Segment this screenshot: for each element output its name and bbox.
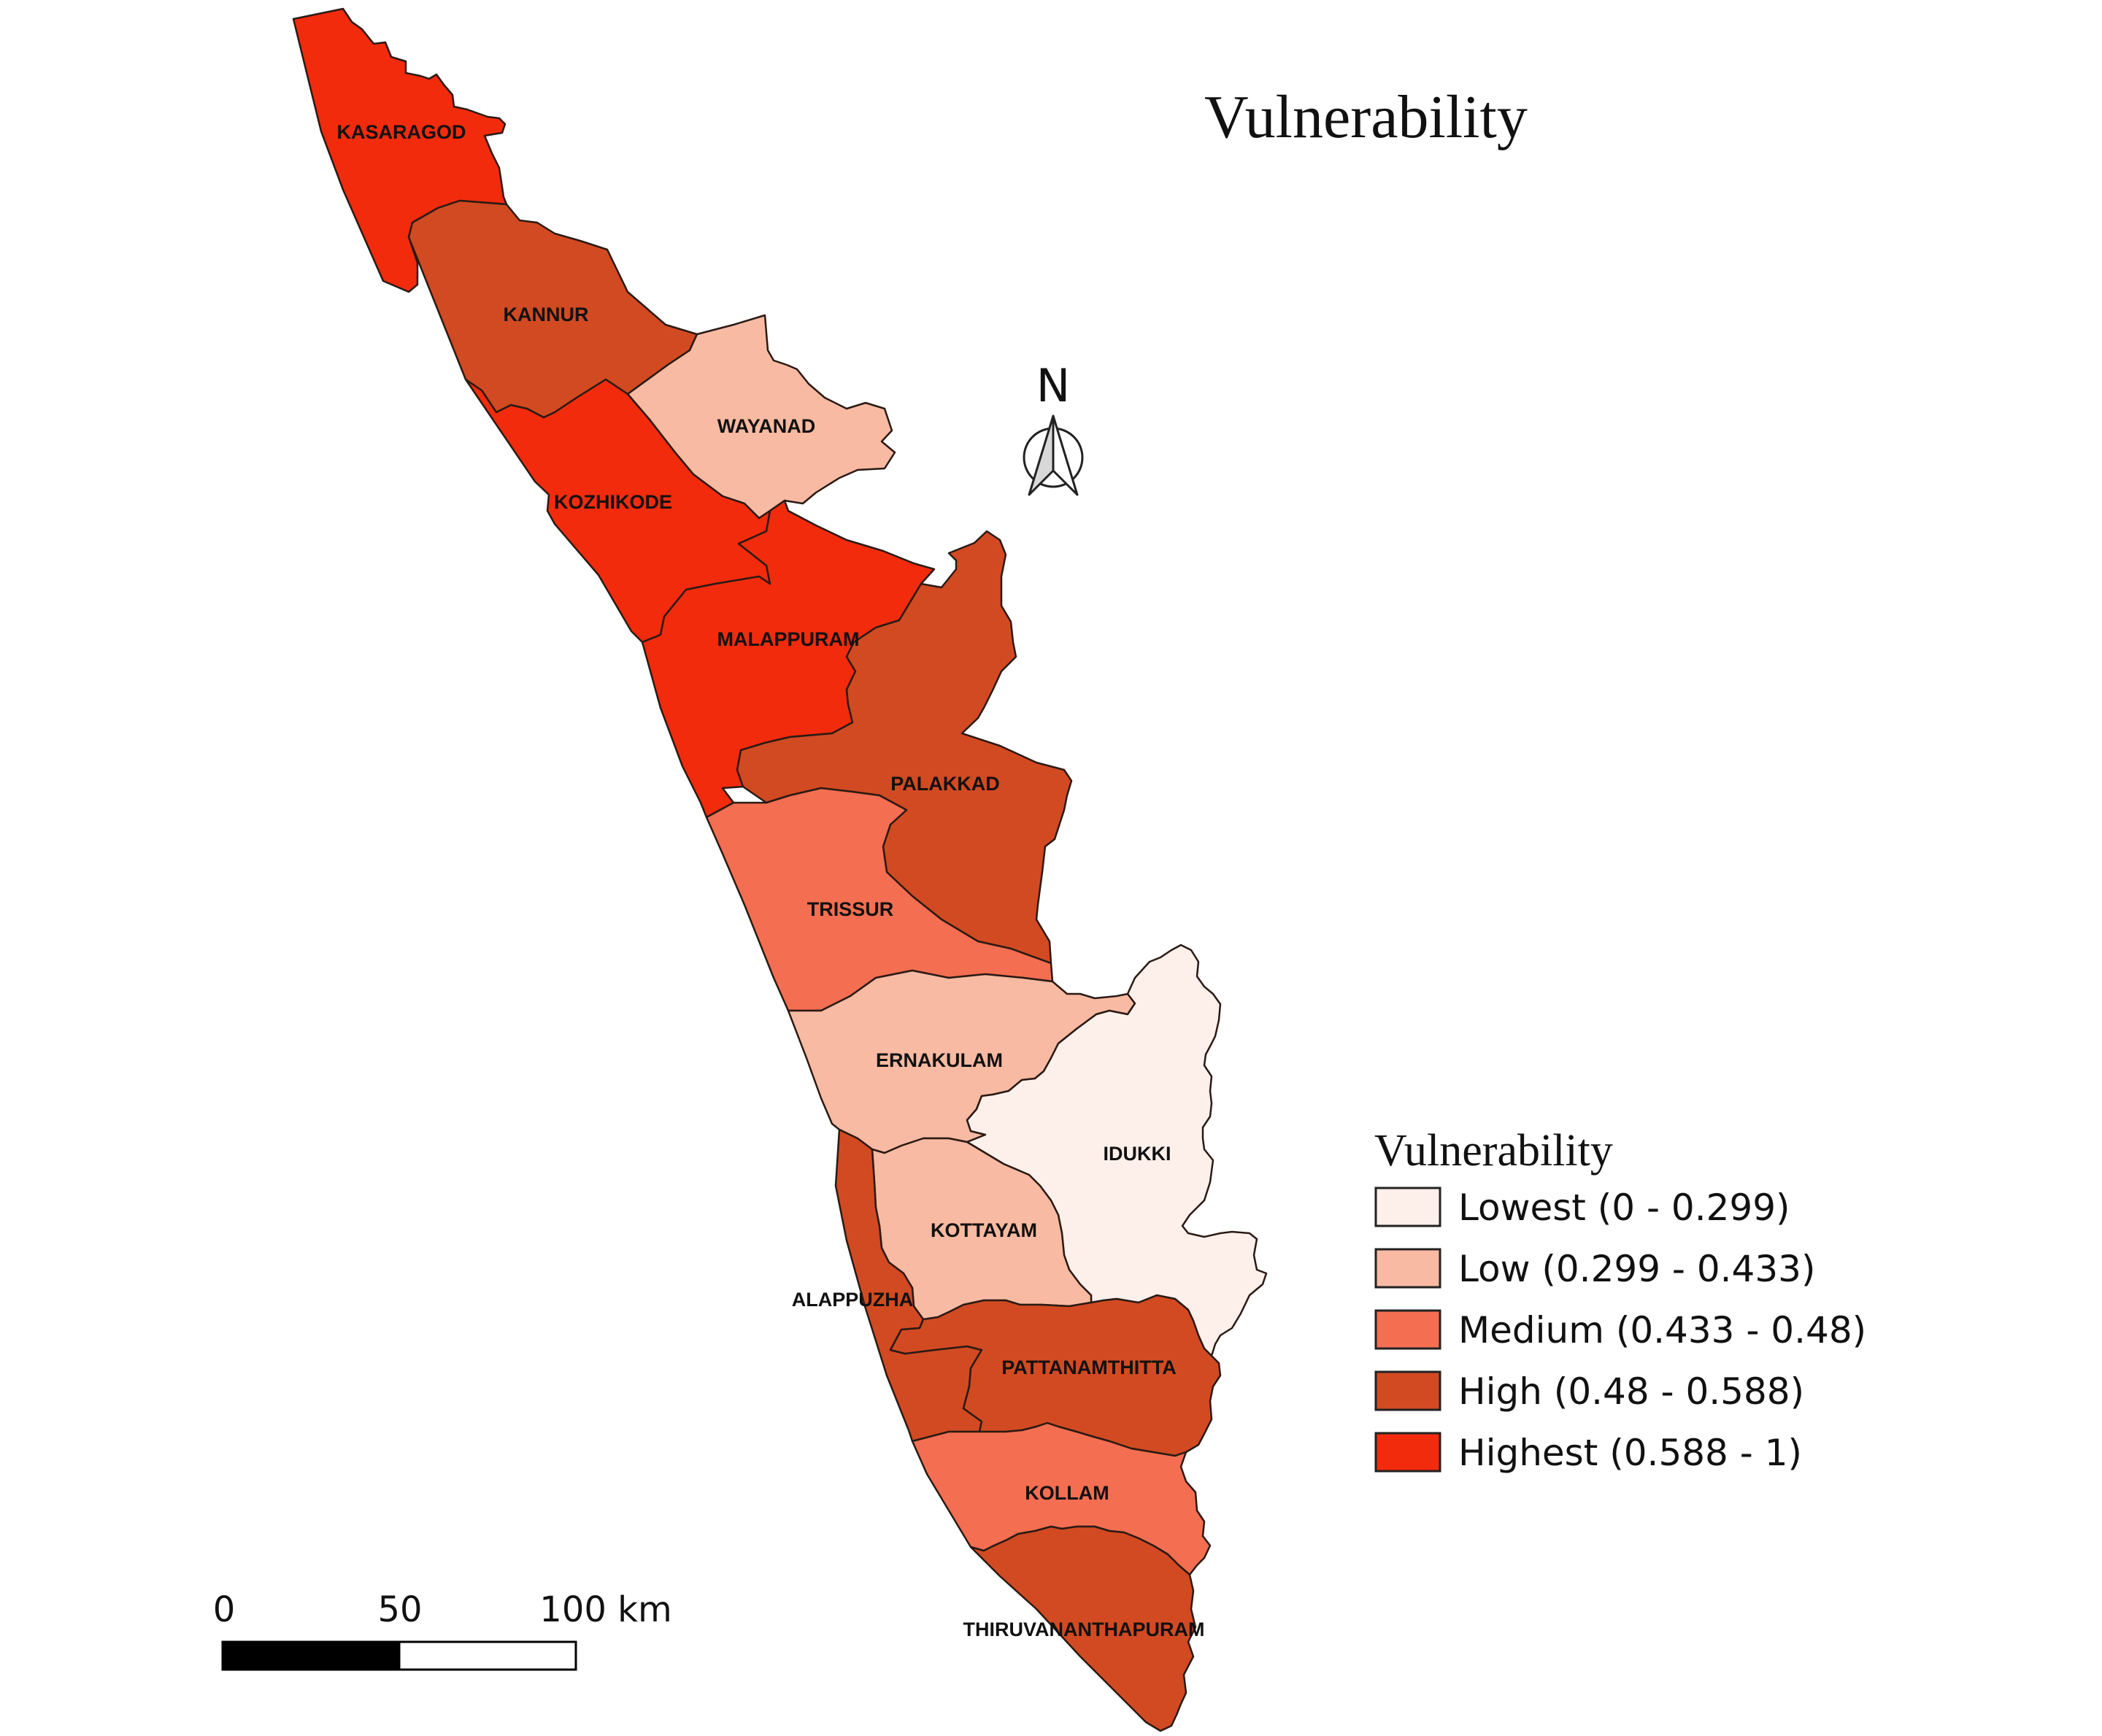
- label-kottayam: KOTTAYAM: [931, 1219, 1037, 1241]
- legend-title: Vulnerability: [1374, 1126, 1613, 1176]
- label-trissur: TRISSUR: [807, 898, 894, 920]
- label-idukki: IDUKKI: [1104, 1143, 1171, 1165]
- scale-tick-100: 100 km: [539, 1589, 671, 1630]
- legend-label-lowest: Lowest (0 - 0.299): [1458, 1187, 1790, 1229]
- legend-swatch-lowest: [1374, 1187, 1441, 1227]
- district-thiruvananthapuram[interactable]: [969, 1525, 1197, 1732]
- label-kollam: KOLLAM: [1025, 1482, 1109, 1504]
- north-arrow-icon: [1023, 414, 1084, 496]
- legend-item: Low (0.299 - 0.433): [1374, 1248, 1815, 1290]
- scale-segment-white: [398, 1640, 577, 1671]
- legend-swatch-low: [1374, 1248, 1441, 1289]
- legend-label-medium: Medium (0.433 - 0.48): [1458, 1309, 1866, 1351]
- legend: Vulnerability Lowest (0 - 0.299) Low (0.…: [1374, 1126, 1866, 1474]
- label-pattanamthitta: PATTANAMTHITTA: [1001, 1357, 1176, 1378]
- legend-swatch-medium: [1374, 1309, 1441, 1350]
- label-kannur: KANNUR: [504, 304, 589, 325]
- label-alappuzha: ALAPPUZHA: [792, 1289, 914, 1311]
- legend-label-high: High (0.48 - 0.588): [1458, 1370, 1804, 1413]
- map-title: Vulnerability: [1204, 83, 1528, 151]
- district-layer: [292, 7, 1268, 1732]
- legend-item: Medium (0.433 - 0.48): [1374, 1309, 1866, 1351]
- legend-label-low: Low (0.299 - 0.433): [1458, 1248, 1815, 1290]
- label-ernakulam: ERNAKULAM: [876, 1049, 1003, 1071]
- district-kasaragod[interactable]: [292, 7, 508, 293]
- district-labels: KASARAGOD KANNUR WAYANAD KOZHIKODE MALAP…: [336, 121, 1204, 1640]
- label-palakkad: PALAKKAD: [890, 773, 1000, 795]
- district-pattanamthitta[interactable]: [889, 1294, 1222, 1457]
- scale-tick-0: 0: [213, 1589, 236, 1630]
- legend-label-highest: Highest (0.588 - 1): [1458, 1432, 1802, 1474]
- legend-item: Highest (0.588 - 1): [1374, 1432, 1802, 1474]
- label-thiruvananthapuram: THIRUVANANTHAPURAM: [963, 1619, 1205, 1640]
- label-wayanad: WAYANAD: [717, 415, 816, 437]
- district-palakkad[interactable]: [736, 530, 1073, 965]
- north-arrow: N: [1023, 359, 1084, 496]
- scale-segment-black: [221, 1640, 401, 1671]
- label-malappuram: MALAPPURAM: [717, 628, 860, 650]
- scale-bar: 0 50 100 km: [213, 1589, 672, 1671]
- label-kozhikode: KOZHIKODE: [554, 491, 672, 513]
- legend-swatch-high: [1374, 1370, 1441, 1411]
- scale-tick-50: 50: [377, 1589, 422, 1630]
- label-kasaragod: KASARAGOD: [336, 121, 466, 143]
- legend-item: Lowest (0 - 0.299): [1374, 1187, 1790, 1229]
- legend-swatch-highest: [1374, 1432, 1441, 1473]
- north-label: N: [1036, 359, 1070, 412]
- legend-item: High (0.48 - 0.588): [1374, 1370, 1804, 1413]
